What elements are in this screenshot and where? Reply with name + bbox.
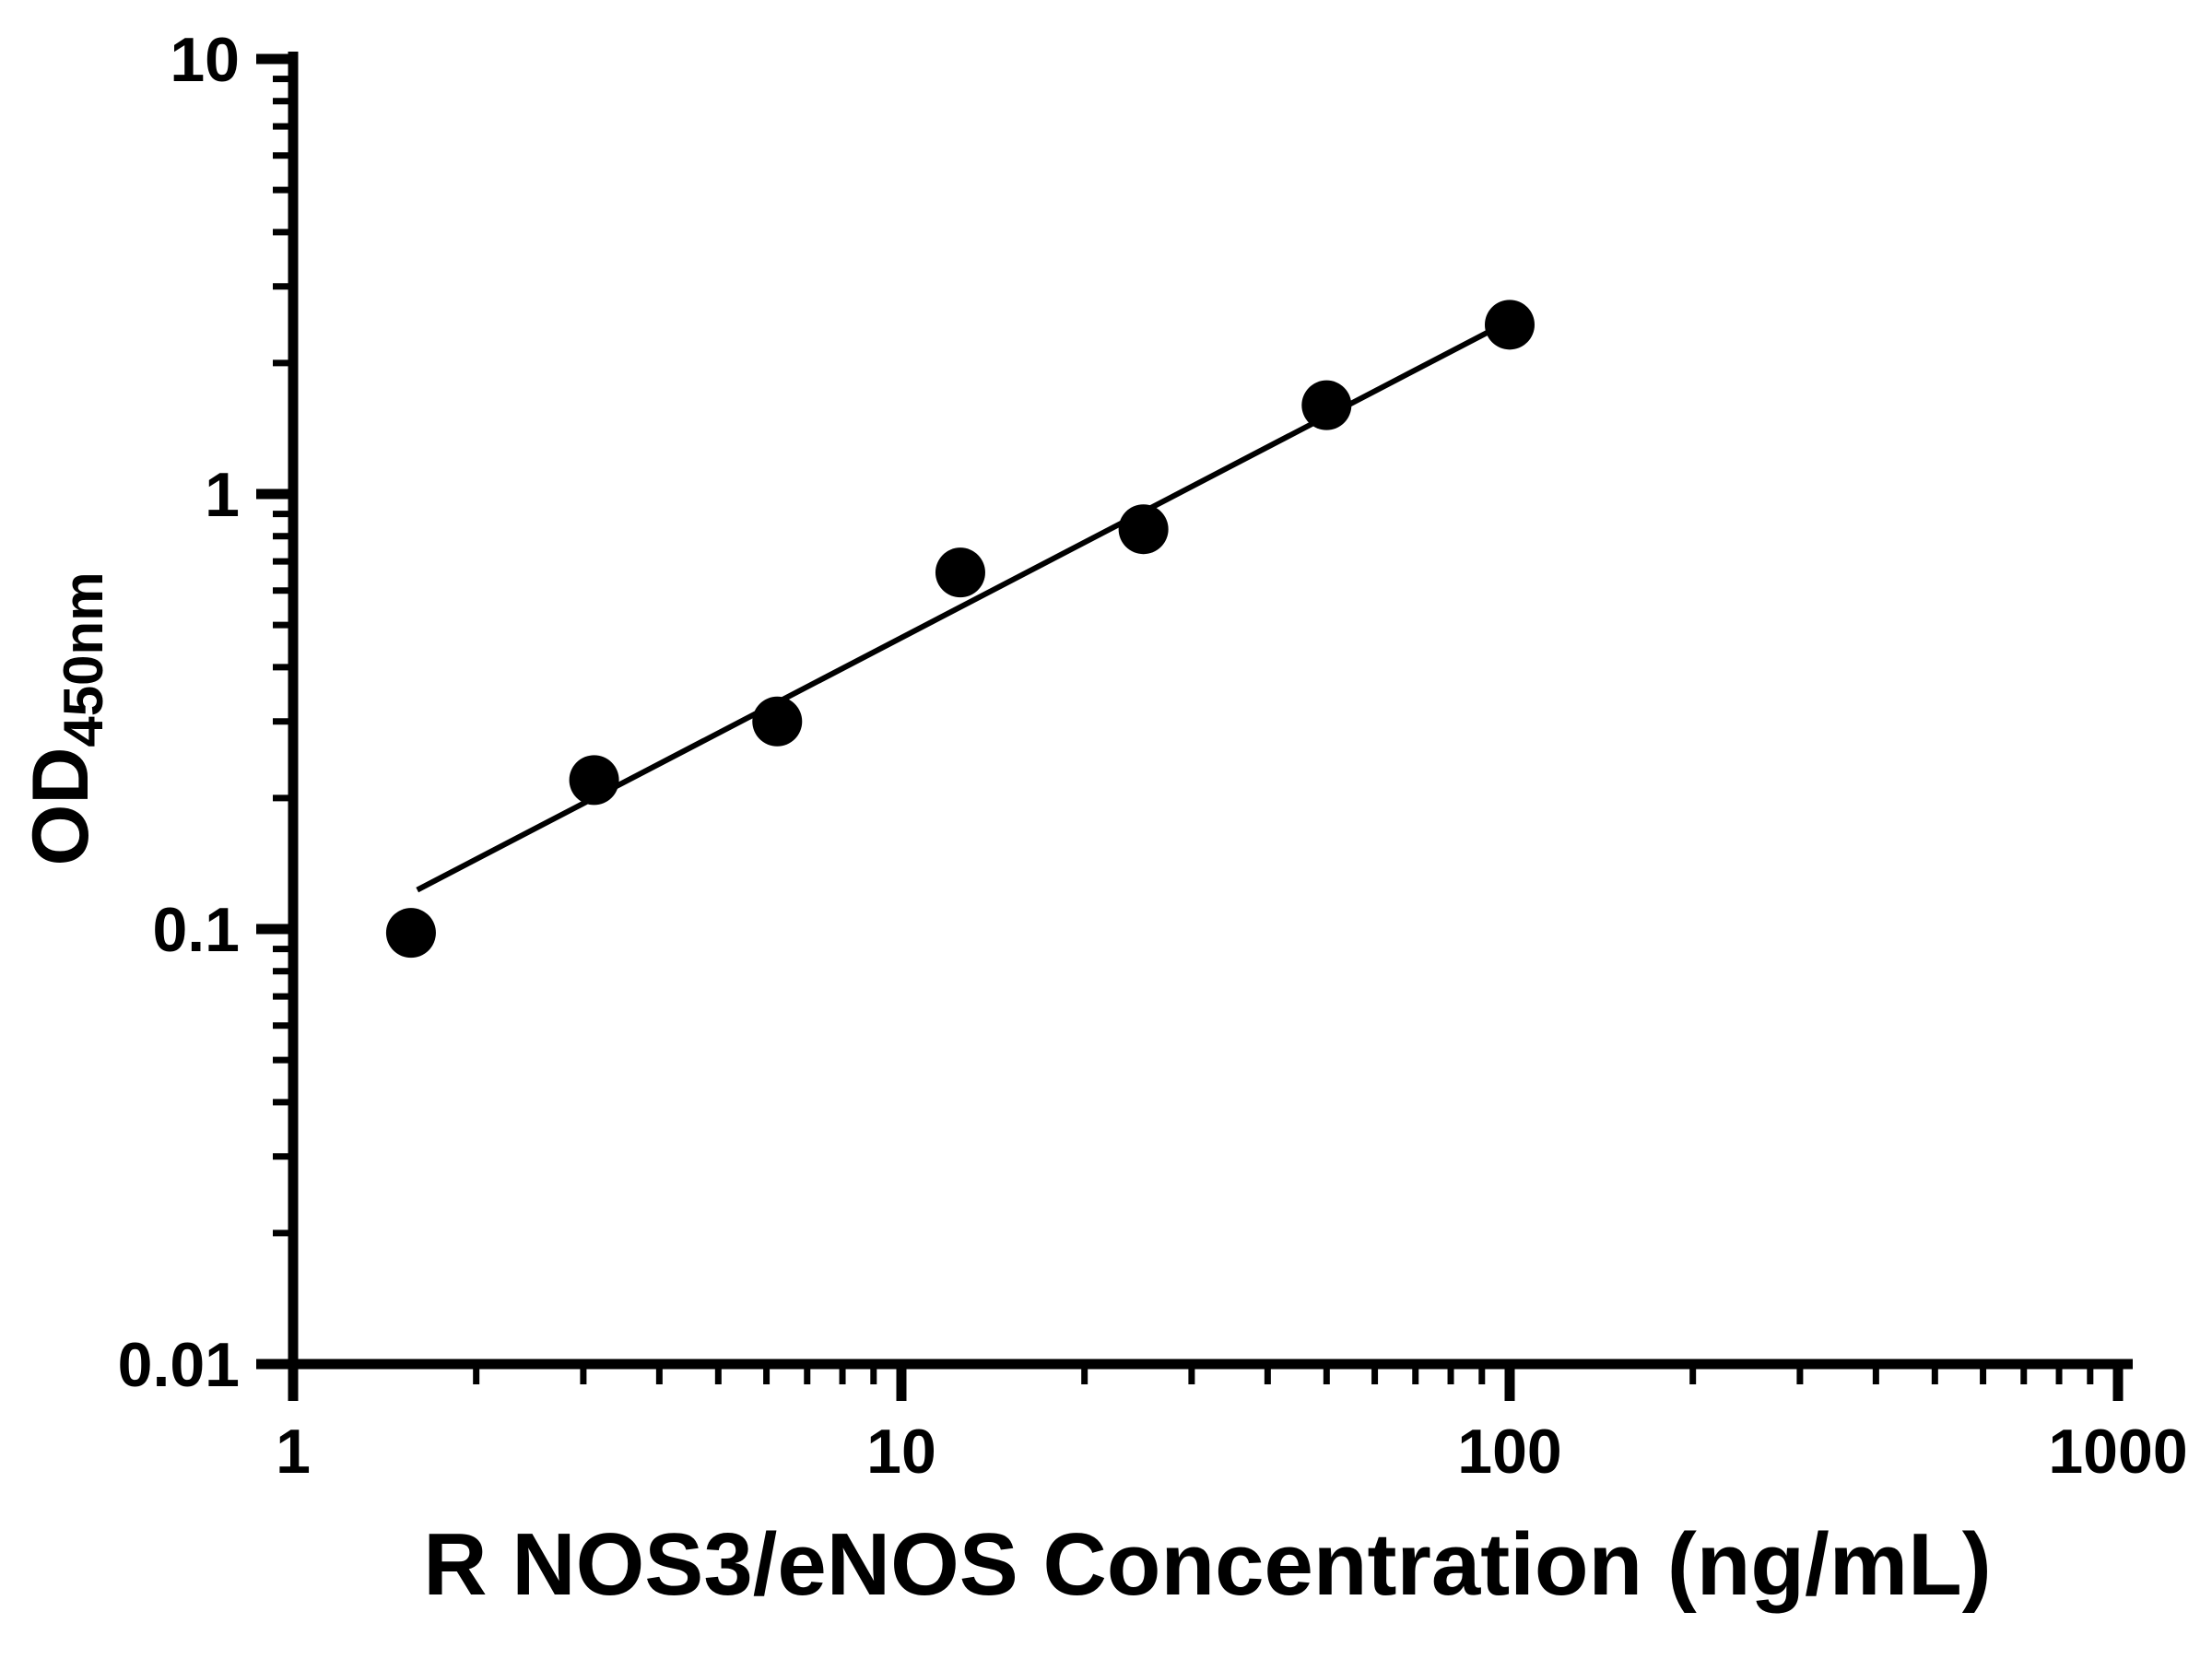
- y-tick-label: 0.1: [152, 895, 240, 965]
- y-tick-label: 10: [170, 25, 240, 95]
- data-point: [569, 755, 619, 806]
- y-axis-title-main: OD: [17, 747, 105, 866]
- y-axis-title: OD450nm: [17, 571, 114, 865]
- data-point: [1118, 504, 1169, 555]
- x-tick-label: 1000: [2048, 1417, 2187, 1487]
- y-tick-label: 0.01: [118, 1330, 240, 1400]
- x-axis-title: R NOS3/eNOS Concentration (ng/mL): [423, 1515, 1991, 1614]
- plot-layer: 1 10 100 1000 0.01 0.1 1 10: [118, 25, 2188, 1487]
- data-point: [935, 547, 985, 598]
- data-point: [1485, 300, 1535, 350]
- x-tick-label: 10: [866, 1417, 936, 1487]
- y-axis-title-subscript: 450nm: [53, 571, 114, 747]
- data-point: [752, 696, 803, 747]
- x-tick-label: 1: [276, 1417, 311, 1487]
- x-tick-label: 100: [1457, 1417, 1561, 1487]
- y-tick-label: 1: [205, 460, 240, 530]
- data-point: [1301, 380, 1352, 430]
- data-point: [385, 908, 436, 959]
